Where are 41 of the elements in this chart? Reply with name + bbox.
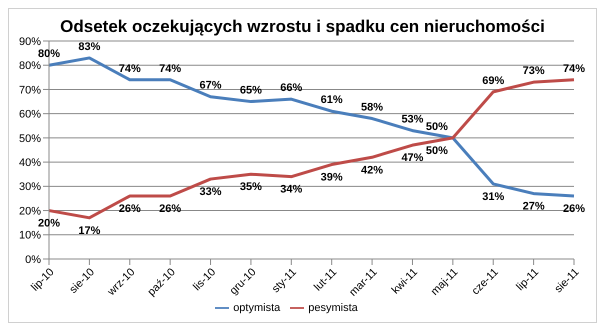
- data-label: 27%: [522, 200, 545, 213]
- data-label: 67%: [200, 80, 222, 92]
- data-label: 74%: [118, 62, 141, 75]
- data-label: 50%: [426, 120, 448, 133]
- y-tick-label: 90%: [18, 36, 42, 48]
- y-tick-label: 10%: [18, 230, 42, 242]
- y-tick-label: 70%: [18, 84, 42, 96]
- data-label: 50%: [426, 144, 448, 157]
- y-tick-label: 80%: [18, 60, 42, 72]
- data-label: 61%: [320, 94, 343, 106]
- data-label: 58%: [361, 102, 384, 114]
- data-label: 35%: [240, 181, 262, 194]
- data-label: 74%: [159, 62, 182, 75]
- data-label: 69%: [482, 74, 504, 87]
- y-tick-label: 0%: [25, 254, 42, 266]
- data-label: 65%: [240, 84, 262, 97]
- data-label: 47%: [401, 152, 424, 164]
- data-label: 66%: [280, 82, 303, 94]
- y-tick-label: 30%: [18, 181, 42, 194]
- y-tick-label: 20%: [18, 205, 42, 218]
- chart-title: Odsetek oczekujących wzrostu i spadku cen nieruchomości: [59, 17, 546, 37]
- data-label: 74%: [562, 62, 586, 75]
- legend-label: pesymista: [308, 302, 358, 314]
- legend-label: optymista: [233, 302, 280, 314]
- y-tick-label: 60%: [18, 108, 42, 121]
- data-label: 26%: [562, 203, 586, 216]
- data-label: 53%: [401, 114, 424, 126]
- data-label: 83%: [78, 40, 101, 53]
- data-label: 26%: [159, 203, 182, 216]
- data-label: 80%: [38, 48, 60, 60]
- data-label: 34%: [280, 184, 303, 196]
- data-label: 26%: [118, 203, 141, 216]
- data-label: 17%: [78, 224, 101, 237]
- data-label: 39%: [320, 172, 343, 184]
- data-label: 73%: [522, 65, 545, 78]
- data-label: 20%: [38, 218, 60, 230]
- data-label: 33%: [200, 186, 222, 198]
- data-label: 42%: [361, 164, 384, 176]
- data-label: 31%: [482, 190, 504, 203]
- y-tick-label: 40%: [18, 157, 42, 170]
- y-tick-label: 50%: [18, 132, 42, 145]
